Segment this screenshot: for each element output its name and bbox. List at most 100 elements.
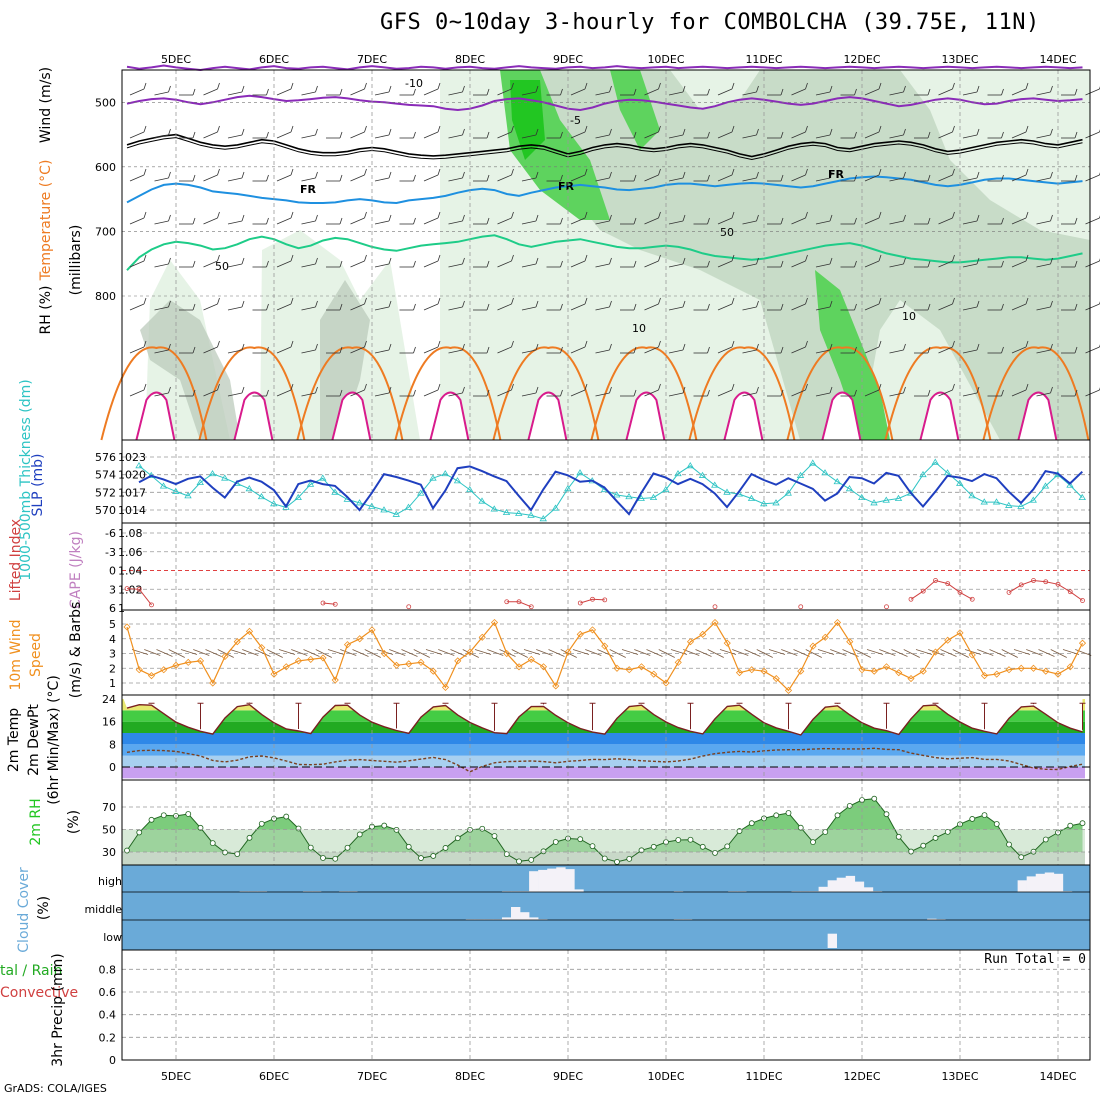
wind-barb-flag <box>780 174 784 182</box>
wind-barb-shaft <box>570 88 586 96</box>
wind-barb-shaft <box>154 392 169 397</box>
wind-barb <box>840 217 857 225</box>
wind-barb-shaft <box>350 88 365 96</box>
wind-barb <box>521 214 539 225</box>
wind-barb-flag <box>388 343 392 351</box>
wind10-barb <box>144 649 161 656</box>
wind-barb-shaft <box>889 263 904 268</box>
wind-barb-shaft <box>938 131 953 139</box>
wind-barb-flag <box>1025 340 1029 348</box>
wind-barb <box>473 389 490 397</box>
lifted-index-label: Lifted Index <box>8 519 24 601</box>
wind-barb <box>350 383 367 397</box>
wind-barb-flag <box>315 171 318 179</box>
wind-barb-flag <box>682 171 686 179</box>
wind-barb <box>1036 214 1053 225</box>
wind-barb-flag <box>388 214 392 222</box>
wind-barb <box>742 343 759 354</box>
contour-label: -10 <box>405 77 423 90</box>
cloud-bar-high <box>854 881 865 892</box>
thickness-point <box>809 459 817 466</box>
wind-barb-shaft <box>448 220 463 225</box>
wind-barb <box>227 257 245 268</box>
wind10-point <box>319 654 327 662</box>
wind10-barb <box>315 649 332 658</box>
wind-barb <box>767 174 784 182</box>
wind10-point <box>368 626 376 634</box>
wind-barb <box>1061 88 1078 96</box>
wind-barb-flag <box>878 125 882 133</box>
wind-barb-shaft <box>497 389 512 397</box>
wind-barb-shaft <box>742 349 757 354</box>
lifted-index-point <box>320 600 326 606</box>
wind-barb <box>742 257 759 268</box>
wind10-point <box>490 618 499 627</box>
wind-barb <box>154 386 171 397</box>
wind-barb <box>546 217 563 225</box>
wind-barb <box>276 168 294 182</box>
wind-barb <box>864 125 882 139</box>
rh2m-point <box>895 833 902 840</box>
y-tick-label: -6 <box>105 527 116 540</box>
lifted-index-line <box>1008 579 1083 601</box>
rh2m-point <box>307 844 314 851</box>
wind-barb <box>399 346 416 354</box>
wind-barb-flag <box>682 386 686 394</box>
wind10-point <box>686 638 695 646</box>
wind-barb <box>595 257 612 268</box>
wind-barb-flag <box>364 211 367 219</box>
wind-barb <box>497 211 514 225</box>
wind-barb <box>644 340 661 354</box>
wind-barb <box>473 346 490 354</box>
wind10-point <box>172 661 180 669</box>
wind10-barb <box>903 649 920 658</box>
wind-barb <box>938 82 955 96</box>
isotherm-magenta-arc <box>821 391 862 441</box>
thickness-point <box>147 471 155 478</box>
wind-barb-flag <box>1001 260 1004 268</box>
lifted-index-point <box>1006 589 1012 595</box>
wind-barb-flag <box>315 343 318 351</box>
wind-barb <box>129 383 147 397</box>
wind-barb-flag <box>805 125 808 133</box>
x-tick-label-bottom: 12DEC <box>843 1070 880 1083</box>
wind-barb-flag <box>584 168 588 176</box>
wind-barb-flag <box>609 300 612 308</box>
wind-barb-flag <box>437 168 441 176</box>
wind-barb <box>767 88 784 96</box>
y-tick-label: 16 <box>102 716 116 729</box>
wind-barb-flag <box>535 343 539 351</box>
wind-barb-flag <box>609 85 612 93</box>
wind-barb-flag <box>731 297 735 305</box>
wind10-speed-label: Speed <box>28 633 44 677</box>
wind-barb <box>179 389 196 397</box>
wind-barb <box>350 340 367 354</box>
wind10-barb <box>217 649 234 658</box>
rh2m-point <box>246 834 253 841</box>
wind10-barb <box>891 649 908 657</box>
wind-barb-shaft <box>889 392 904 397</box>
wind10-point <box>601 642 609 650</box>
temperature-band <box>122 755 1085 767</box>
wind-barb <box>1036 85 1053 96</box>
wind-barb-flag <box>143 168 147 176</box>
cloud-bar-high <box>1044 872 1055 892</box>
wind-barb <box>129 297 147 311</box>
isotherm-magenta-arc <box>135 391 176 441</box>
wind-barb-shaft <box>938 174 953 182</box>
wind-barb-flag <box>658 254 661 262</box>
rh2m-point <box>381 822 388 829</box>
wind-barb <box>129 125 147 139</box>
wind-barb <box>203 254 220 268</box>
wind-barb-flag <box>903 386 906 394</box>
wind-barb <box>767 217 784 225</box>
wind10-point <box>723 639 731 647</box>
wind-barb <box>276 211 294 225</box>
wind-barb <box>521 257 539 268</box>
wind-barb-shaft <box>1036 220 1051 225</box>
wind-barb-flag <box>192 217 196 225</box>
rh2m-point <box>1079 820 1086 827</box>
cloud-bar-high <box>836 877 847 892</box>
wind-barb <box>399 217 416 225</box>
wind-barb <box>301 171 318 182</box>
